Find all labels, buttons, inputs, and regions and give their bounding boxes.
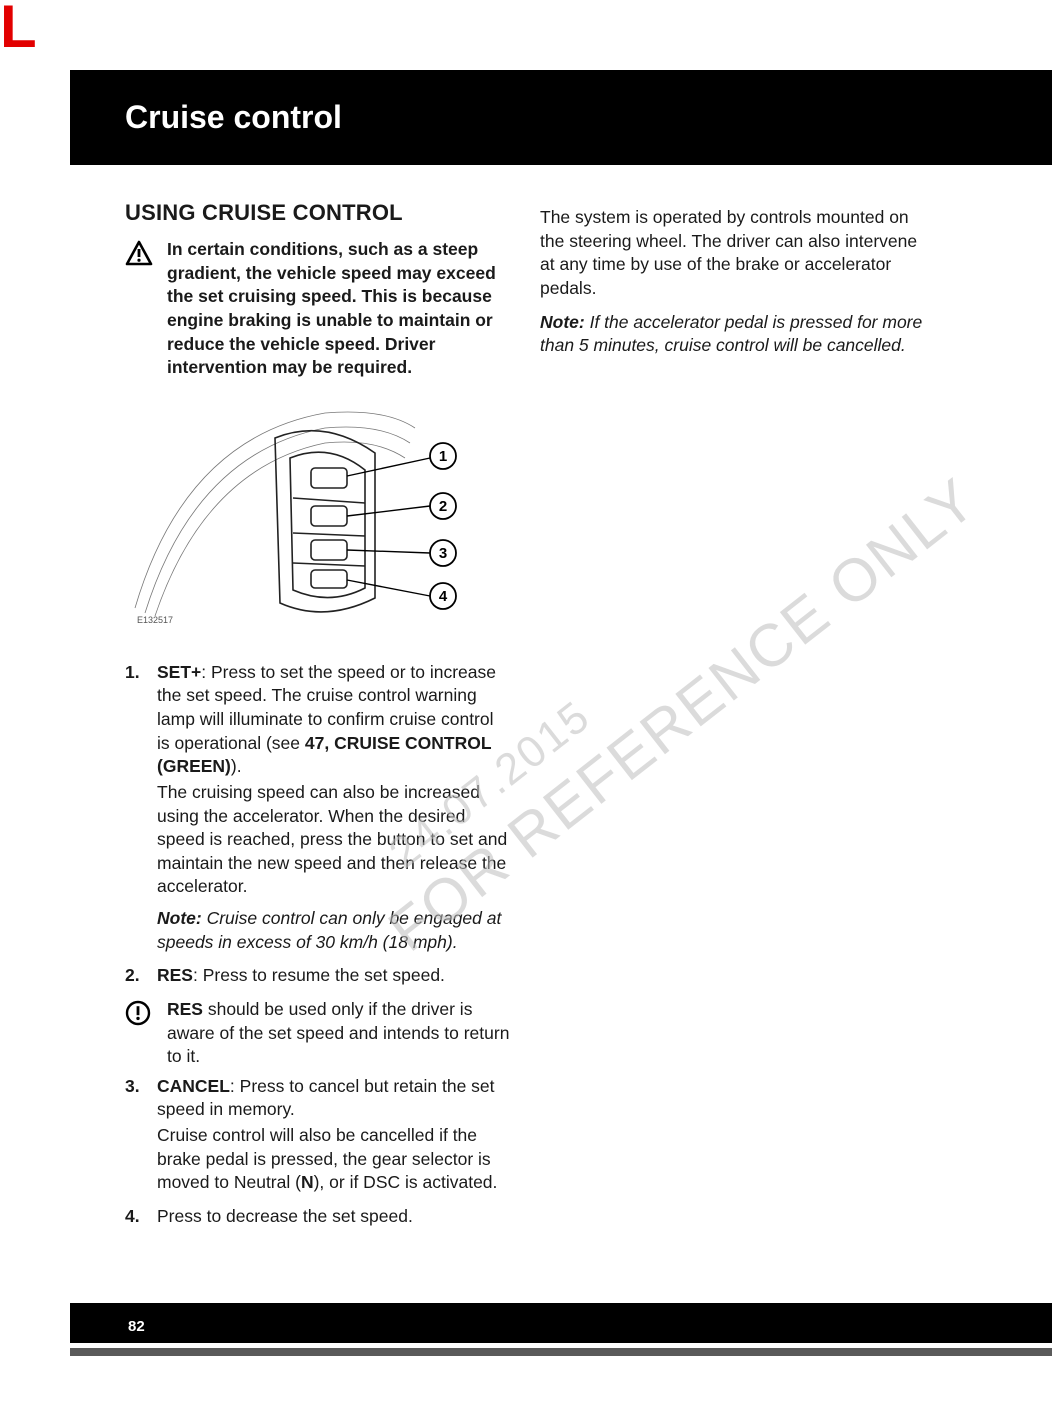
page-header: Cruise control [70, 70, 1052, 165]
note-paragraph: Note: If the accelerator pedal is presse… [540, 311, 925, 358]
right-column: The system is operated by controls mount… [540, 200, 925, 1239]
footer-bar [70, 1303, 1052, 1343]
footer-bar-accent [70, 1348, 1052, 1356]
intro-paragraph: The system is operated by controls mount… [540, 206, 925, 301]
info-text: RES should be used only if the driver is… [167, 998, 510, 1069]
list-item: 2. RES: Press to resume the set speed. [125, 964, 510, 988]
list-item: 4. Press to decrease the set speed. [125, 1205, 510, 1229]
warning-text: In certain conditions, such as a steep g… [167, 238, 510, 380]
info-circle-icon [125, 998, 155, 1069]
section-heading: USING CRUISE CONTROL [125, 200, 510, 226]
list-number: 3. [125, 1075, 147, 1195]
info-block: RES should be used only if the driver is… [125, 998, 510, 1069]
warning-triangle-icon [125, 238, 155, 380]
list-body: SET+: Press to set the speed or to incre… [157, 661, 510, 955]
content-area: USING CRUISE CONTROL In certain conditio… [125, 200, 925, 1239]
note-label: Note: [540, 312, 585, 332]
svg-text:4: 4 [439, 588, 448, 605]
note-body: If the accelerator pedal is pressed for … [540, 312, 922, 356]
list-body: CANCEL: Press to cancel but retain the s… [157, 1075, 510, 1195]
list-item: 1.SET+: Press to set the speed or to inc… [125, 661, 510, 955]
diagram-code: E132517 [137, 615, 173, 625]
list-body: Press to decrease the set speed. [157, 1205, 510, 1229]
list-number: 1. [125, 661, 147, 955]
page-number: 82 [128, 1318, 145, 1335]
list-number: 2. [125, 964, 147, 988]
list-body: RES: Press to resume the set speed. [157, 964, 510, 988]
header-title: Cruise control [125, 99, 342, 136]
two-column-layout: USING CRUISE CONTROL In certain conditio… [125, 200, 925, 1239]
svg-text:2: 2 [439, 498, 447, 515]
list-item: 3.CANCEL: Press to cancel but retain the… [125, 1075, 510, 1195]
numbered-list: 1.SET+: Press to set the speed or to inc… [125, 661, 510, 1229]
steering-wheel-diagram: 1 2 3 4 E132517 [125, 398, 510, 643]
corner-letter: L [0, 0, 37, 54]
warning-block: In certain conditions, such as a steep g… [125, 238, 510, 380]
svg-text:1: 1 [439, 448, 447, 465]
left-column: USING CRUISE CONTROL In certain conditio… [125, 200, 510, 1239]
list-number: 4. [125, 1205, 147, 1229]
svg-text:3: 3 [439, 545, 447, 562]
